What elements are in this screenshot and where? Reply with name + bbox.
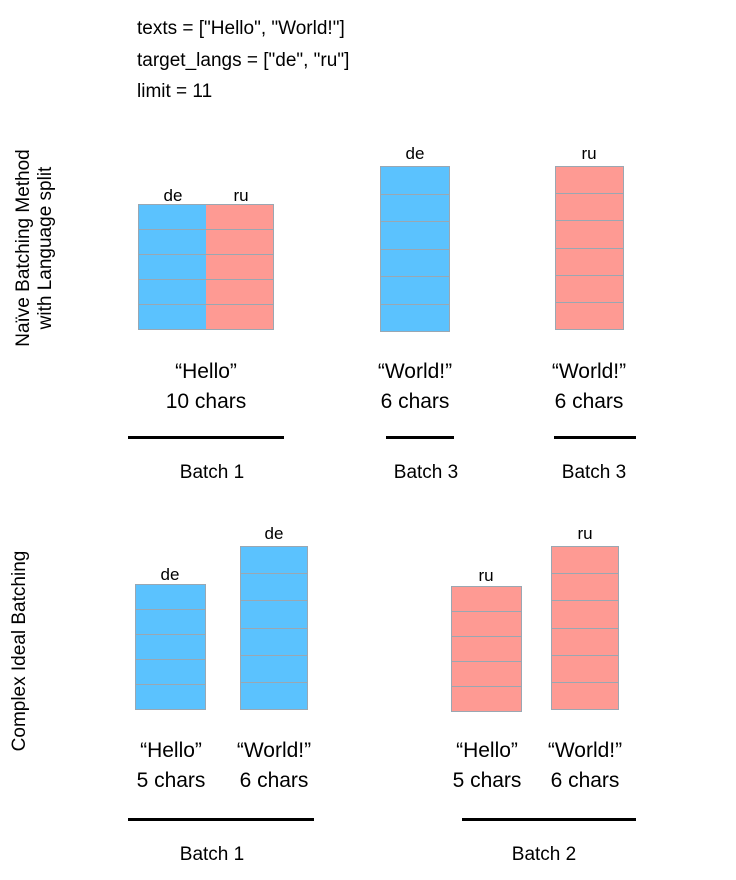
- token-cell: [452, 612, 521, 637]
- token-cell: [552, 656, 618, 683]
- stack-chars-world: 6 chars: [554, 390, 624, 413]
- lang-label-ru: ru: [577, 524, 593, 543]
- token-cell: [552, 683, 618, 709]
- lang-label-ru: ru: [581, 144, 597, 163]
- stack-word-world: “World!”: [377, 360, 453, 383]
- token-cell: [136, 685, 205, 709]
- stack-chars-world: 6 chars: [550, 769, 620, 792]
- token-cell: [139, 230, 206, 255]
- token-cell: [139, 305, 206, 329]
- token-cell: [241, 574, 307, 602]
- lang-label-de: de: [405, 144, 425, 163]
- token-cell: [452, 687, 521, 711]
- lang-label-de: de: [163, 186, 183, 205]
- batch-label-naive-1: Batch 1: [179, 462, 245, 483]
- token-cell: [556, 303, 623, 329]
- stack-chars-hello: 5 chars: [136, 769, 206, 792]
- token-cell: [206, 255, 273, 280]
- token-cell: [556, 221, 623, 249]
- token-column-de: [139, 205, 206, 329]
- code-line-target-langs: target_langs = ["de", "ru"]: [137, 50, 350, 71]
- token-cell: [241, 629, 307, 656]
- token-cell: [139, 280, 206, 305]
- token-stack-hello-de: [135, 584, 206, 710]
- code-line-limit: limit = 11: [137, 81, 213, 102]
- token-cell: [206, 205, 273, 230]
- token-stack-world-de: [380, 166, 450, 332]
- token-cell: [556, 167, 623, 195]
- token-cell: [139, 255, 206, 280]
- token-cell: [381, 222, 449, 250]
- token-cell: [556, 276, 623, 303]
- lang-label-de: de: [160, 565, 180, 584]
- section-label-naive-line2: with Language split: [35, 166, 56, 330]
- token-cell: [552, 629, 618, 656]
- token-stack-hello-ru: [451, 586, 522, 712]
- batch-underline: [554, 436, 636, 439]
- token-cell: [241, 547, 307, 575]
- token-cell: [381, 305, 449, 332]
- stack-word-world: “World!”: [236, 739, 312, 762]
- token-cell: [381, 195, 449, 222]
- token-cell: [241, 656, 307, 683]
- lang-label-de: de: [264, 524, 284, 543]
- batch-underline: [128, 436, 284, 439]
- batch-label-naive-2: Batch 3: [393, 462, 459, 483]
- batch-underline: [462, 818, 636, 821]
- token-cell: [136, 585, 205, 610]
- token-cell: [556, 194, 623, 222]
- token-cell: [136, 610, 205, 635]
- token-stack-world-ru: [551, 546, 619, 710]
- lang-label-ru: ru: [233, 186, 249, 205]
- token-cell: [136, 635, 205, 660]
- token-stack-world-ru: [555, 166, 624, 330]
- stack-word-hello: “Hello”: [456, 739, 518, 762]
- stack-word-world: “World!”: [547, 739, 623, 762]
- stack-chars-world: 6 chars: [239, 769, 309, 792]
- token-cell: [552, 601, 618, 629]
- stack-chars-world: 6 chars: [380, 390, 450, 413]
- token-cell: [552, 574, 618, 602]
- batch-underline: [386, 436, 454, 439]
- token-cell: [241, 683, 307, 709]
- token-cell: [206, 280, 273, 305]
- token-cell: [241, 601, 307, 629]
- token-cell: [452, 587, 521, 612]
- token-column-ru: [206, 205, 273, 329]
- stack-word-hello: “Hello”: [175, 360, 237, 383]
- token-cell: [452, 662, 521, 687]
- token-stack-hello-de-ru: [138, 204, 274, 330]
- batch-label-naive-3: Batch 3: [561, 462, 627, 483]
- section-label-complex-text: Complex Ideal Batching: [9, 550, 30, 752]
- token-cell: [206, 305, 273, 329]
- section-label-naive: Naïve Batching Method with Language spli…: [13, 138, 57, 358]
- token-cell: [552, 547, 618, 575]
- stack-word-hello: “Hello”: [140, 739, 202, 762]
- stack-word-world: “World!”: [551, 360, 627, 383]
- token-cell: [381, 167, 449, 195]
- token-cell: [452, 637, 521, 662]
- token-stack-world-de: [240, 546, 308, 710]
- code-line-texts: texts = ["Hello", "World!"]: [137, 18, 345, 39]
- stack-chars-hello: 5 chars: [452, 769, 522, 792]
- batch-label-complex-2: Batch 2: [511, 844, 577, 865]
- section-label-naive-line1: Naïve Batching Method: [13, 149, 34, 347]
- token-cell: [139, 205, 206, 230]
- token-cell: [206, 230, 273, 255]
- token-cell: [556, 249, 623, 276]
- section-label-complex: Complex Ideal Batching: [9, 541, 31, 761]
- batch-label-complex-1: Batch 1: [179, 844, 245, 865]
- token-cell: [381, 250, 449, 277]
- batch-underline: [128, 818, 314, 821]
- token-cell: [381, 277, 449, 305]
- stack-chars-hello: 10 chars: [165, 390, 247, 413]
- lang-label-ru: ru: [478, 566, 494, 585]
- token-cell: [136, 660, 205, 685]
